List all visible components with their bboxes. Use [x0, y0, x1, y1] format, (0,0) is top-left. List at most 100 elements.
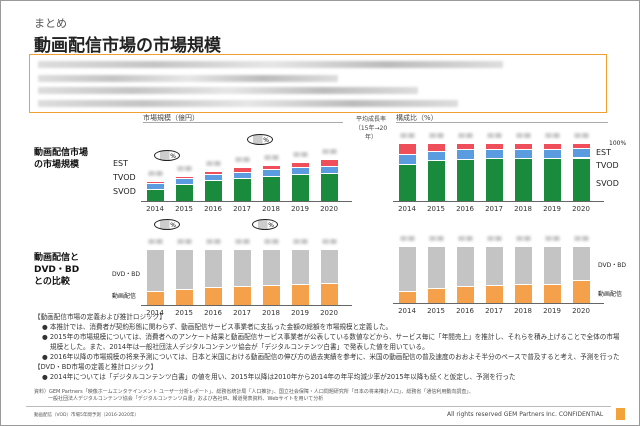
note-bullet: ● 本推計では、消費者が契約形態に関わらず、動画配信サービス事業者に支払った金額… [42, 323, 393, 331]
gem-logo [616, 408, 625, 420]
tick-label: 2017 [233, 205, 251, 213]
bar-dvdbd-2019 [292, 249, 309, 284]
kicker: まとめ [34, 17, 67, 30]
tick-label: 2015 [427, 205, 445, 213]
tick-label: 2017 [233, 309, 251, 317]
note-bullet: ● 2014年については「デジタルコンテンツ白書」の値を用い、2015年以降は2… [42, 373, 516, 381]
bar-dvdbd-2018 [515, 246, 532, 285]
label-100: 100% [609, 140, 627, 147]
share-header: 構成比（%） [396, 114, 438, 122]
page-title: 動画配信市場の市場規模 [34, 36, 221, 56]
bar-tvod-2019 [544, 149, 561, 159]
bar-dvdbd-2016 [205, 249, 222, 287]
bar-tvod-2017 [234, 172, 251, 178]
tick-label: 2016 [204, 205, 222, 213]
tick-label: 2020 [320, 205, 338, 213]
footer-left: 動画配信（VOD）市場5年間予測（2016-2020年） [34, 413, 139, 418]
bar-svod-2015 [176, 184, 193, 201]
bar-dvdbd-2016 [457, 246, 474, 286]
bar-svod-2014 [147, 189, 164, 201]
tick-label: 2014 [146, 309, 164, 317]
tick-label: 2019 [291, 205, 309, 213]
bar-tvod-2019 [292, 167, 309, 174]
growth-oval: % [247, 134, 273, 145]
tick-label: 2020 [572, 205, 590, 213]
bar-tvod-2020 [321, 166, 338, 173]
tick-label: 2014 [398, 205, 416, 213]
summary-box [29, 54, 607, 113]
bar-tvod-2018 [263, 169, 280, 176]
legend-est: EST [113, 159, 129, 168]
tick-label: 2015 [175, 309, 193, 317]
tick-label: 2018 [514, 307, 532, 315]
note-bullet: ● 2015年の市場規模については、消費者へのアンケート結果と動画配信サービス事… [42, 333, 620, 351]
bar-est-2019 [292, 162, 309, 167]
bar-dvdbd-2015 [176, 249, 193, 289]
bar--2019 [544, 283, 561, 303]
bar-est-2017 [234, 167, 251, 172]
bar-est-2014 [399, 143, 416, 155]
legend-svod: SVOD [113, 187, 136, 196]
tick-label: 2014 [146, 205, 164, 213]
bar-svod-2020 [321, 173, 338, 201]
bar--2018 [515, 284, 532, 303]
bar-tvod-2020 [573, 148, 590, 158]
note-bullet: ● 2016年以降の市場規模の将来予測については、日本と米国における動画配信の伸… [42, 353, 620, 361]
x-axis [393, 201, 604, 202]
tick-label: 2016 [456, 205, 474, 213]
bar-svod-2019 [292, 174, 309, 201]
tick-label: 2015 [427, 307, 445, 315]
bar-svod-2014 [399, 163, 416, 201]
bar-est-2018 [515, 143, 532, 150]
tick-label: 2020 [320, 309, 338, 317]
source: 資料）GEM Partners「映像ホームエンタテインメント ユーザー分析レポー… [34, 389, 474, 402]
bar-svod-2018 [515, 158, 532, 201]
bar-est-2018 [263, 165, 280, 169]
bar-tvod-2018 [515, 149, 532, 159]
tick-label: 2019 [543, 307, 561, 315]
cagr-header: 平均成長率 （15年→20年） [354, 116, 388, 141]
share-legend-dvd: DVD・BD [598, 262, 626, 269]
bar-svod-2017 [234, 178, 251, 201]
bar-dvdbd-2017 [486, 246, 503, 285]
share-legend-est: EST [596, 148, 612, 157]
bar-est-2015 [176, 176, 193, 178]
tick-label: 2015 [175, 205, 193, 213]
bar-svod-2016 [457, 158, 474, 201]
bar-dvdbd-2018 [263, 249, 280, 285]
bar-tvod-2015 [428, 151, 445, 161]
bar-est-2017 [486, 143, 503, 150]
x-axis [141, 201, 352, 202]
row1-label: 動画配信市場 の市場規模 [34, 148, 89, 170]
bar-tvod-2017 [486, 149, 503, 159]
bar--2017 [234, 286, 251, 305]
tick-label: 2016 [456, 307, 474, 315]
bar-tvod-2015 [176, 178, 193, 184]
legend-vod: 動画配信 [112, 293, 137, 300]
bar-tvod-2016 [205, 174, 222, 180]
bar-dvdbd-2020 [573, 246, 590, 281]
tick-label: 2016 [204, 309, 222, 317]
bar-dvdbd-2014 [147, 249, 164, 291]
x-axis [141, 305, 352, 306]
tick-label: 2018 [514, 205, 532, 213]
bar-dvdbd-2017 [234, 249, 251, 286]
notes: 【動画配信市場の定義および推計ロジック】 ● 本推計では、消費者が契約形態に関わ… [34, 312, 624, 382]
growth-oval: % [154, 219, 180, 230]
bar--2015 [428, 288, 445, 303]
tick-label: 2017 [485, 205, 503, 213]
bar-est-2015 [428, 143, 445, 152]
tick-label: 2018 [262, 205, 280, 213]
bar-svod-2019 [544, 158, 561, 201]
footer-right: All rights reserved GEM Partners Inc. CO… [447, 411, 604, 418]
growth-oval: % [252, 219, 278, 230]
bar-dvdbd-2019 [544, 246, 561, 284]
tick-label: 2017 [485, 307, 503, 315]
bar--2015 [176, 289, 193, 305]
bar-tvod-2014 [147, 183, 164, 189]
bar--2016 [205, 287, 222, 305]
bar-svod-2017 [486, 158, 503, 201]
tick-label: 2019 [291, 309, 309, 317]
growth-oval: % [154, 150, 180, 161]
tick-label: 2018 [262, 309, 280, 317]
